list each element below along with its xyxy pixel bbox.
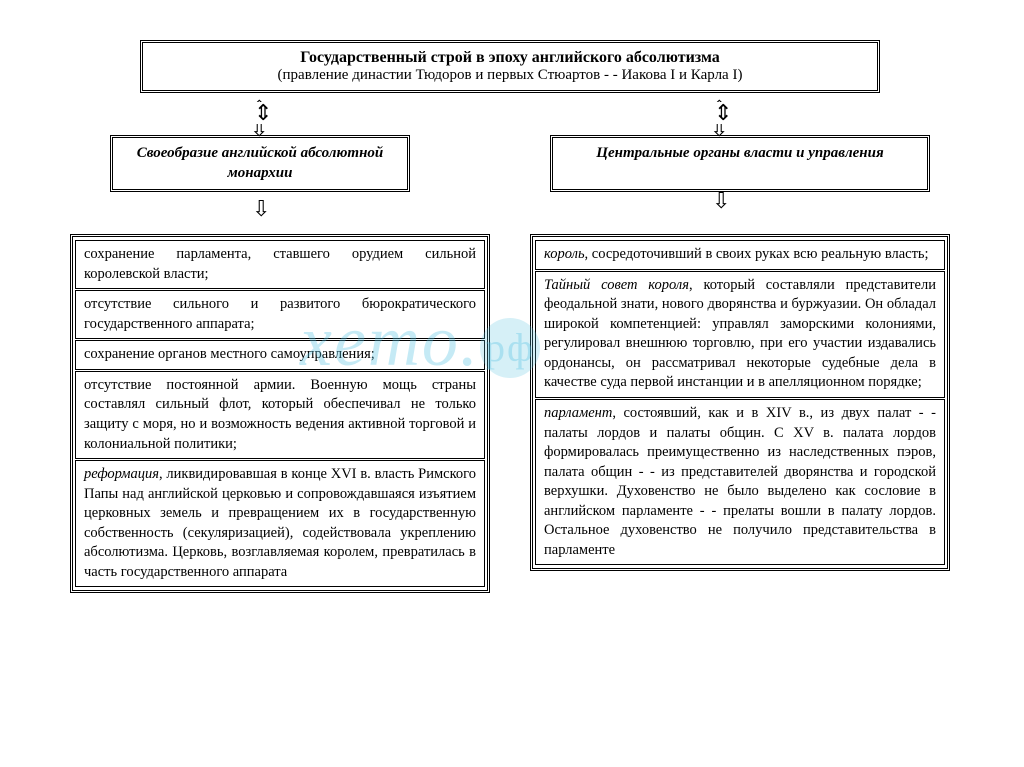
- bidir-arrow-icon: ⇕: [710, 102, 736, 124]
- list-item: сохранение парламента, ставшего орудием …: [75, 240, 485, 289]
- diagram-canvas: Государственный строй в эпоху английског…: [70, 40, 950, 593]
- branch-heading-right: Центральные органы власти и управления: [550, 135, 930, 192]
- branch-headings-row: Своеобразие английской абсолютной монарх…: [70, 135, 950, 192]
- arrow-down-icon: ⇩: [712, 190, 730, 212]
- branch-lists-row: сохранение парламента, ставшего орудием …: [70, 234, 950, 593]
- branch-heading-left: Своеобразие английской абсолютной монарх…: [110, 135, 410, 192]
- list-item: отсутствие сильного и развитого бюрократ…: [75, 290, 485, 339]
- list-item: реформация, ликвидировавшая в конце XVI …: [75, 460, 485, 587]
- top-box: Государственный строй в эпоху английског…: [140, 40, 880, 93]
- list-item: король, сосредоточивший в своих руках вс…: [535, 240, 945, 270]
- list-item: Тайный совет короля, который составляли …: [535, 271, 945, 398]
- bidir-arrow-icon: ⇕: [250, 102, 276, 124]
- list-left: сохранение парламента, ставшего орудием …: [70, 234, 490, 593]
- diagram-subtitle: (правление династии Тюдоров и первых Стю…: [155, 67, 865, 84]
- list-item: отсутствие постоянной армии. Военную мощ…: [75, 371, 485, 459]
- arrow-down-icon: ⇩: [252, 198, 270, 220]
- list-item: парламент, состоявший, как и в XIV в., и…: [535, 399, 945, 566]
- list-right: король, сосредоточивший в своих руках вс…: [530, 234, 950, 571]
- list-item: сохранение органов местного самоуправлен…: [75, 340, 485, 370]
- diagram-title: Государственный строй в эпоху английског…: [155, 49, 865, 67]
